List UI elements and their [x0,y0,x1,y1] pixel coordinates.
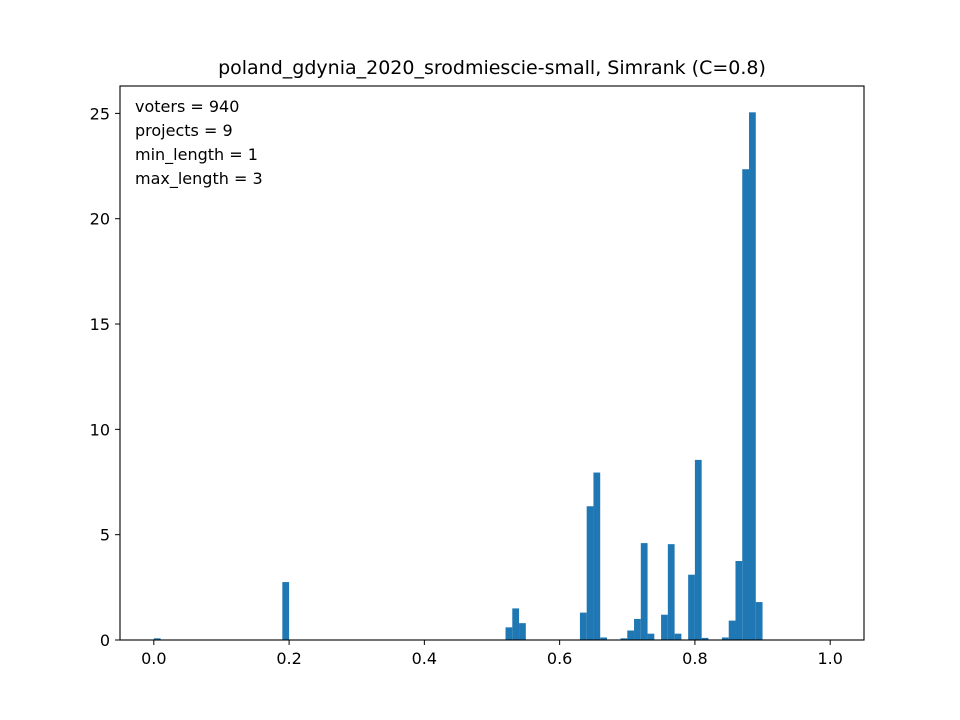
y-tick-label: 0 [100,631,110,650]
annotation-line: voters = 940 [135,97,239,116]
y-tick-label: 10 [90,420,110,439]
y-tick-label: 5 [100,526,110,545]
y-tick-label: 15 [90,315,110,334]
histogram-bar [755,602,763,640]
histogram-bar [512,608,520,640]
annotation-block: voters = 940 projects = 9 min_length = 1 ma… [135,97,263,189]
histogram-bar [694,459,702,640]
histogram-bar [593,472,601,640]
histogram-bar [735,561,743,640]
histogram-bar [519,623,526,640]
annotation-line: max_length = 3 [135,169,263,189]
histogram-bar [647,633,655,640]
x-tick-label: 1.0 [817,649,842,668]
histogram-bar [674,633,682,640]
histogram-bar [579,612,587,640]
x-tick-label: 0.8 [682,649,707,668]
annotation-line: min_length = 1 [135,145,258,165]
x-tick-label: 0.4 [412,649,437,668]
histogram-bar [634,618,641,640]
histogram-bar [721,637,729,640]
histogram-bar [749,112,756,640]
histogram-bar [627,630,635,640]
histogram-bar [688,574,695,640]
histogram-bar [701,637,709,640]
histogram-bar [742,169,750,640]
x-tick-label: 0.0 [141,649,166,668]
x-tick-label: 0.2 [276,649,301,668]
plot-frame [119,85,865,641]
axes-layer: 0.0 0.2 0.4 0.6 0.8 1.0 0 5 10 15 20 25 [90,85,865,668]
histogram-bar [640,543,648,640]
histogram-bar [600,637,607,640]
histogram-bar [505,627,513,640]
bars-layer [153,112,763,640]
histogram-bar [282,582,290,640]
histogram-bar [620,638,628,640]
annotation-line: projects = 9 [135,121,233,140]
histogram-bar [586,506,594,640]
histogram-bar [153,638,161,640]
y-tick-label: 25 [90,104,110,123]
y-tick-label: 20 [90,210,110,229]
histogram-bar [728,620,736,640]
x-tick-label: 0.6 [547,649,572,668]
chart-title: poland_gdynia_2020_srodmiescie-small, Si… [218,57,766,79]
histogram-bar [667,544,675,640]
histogram-bar [661,614,668,640]
